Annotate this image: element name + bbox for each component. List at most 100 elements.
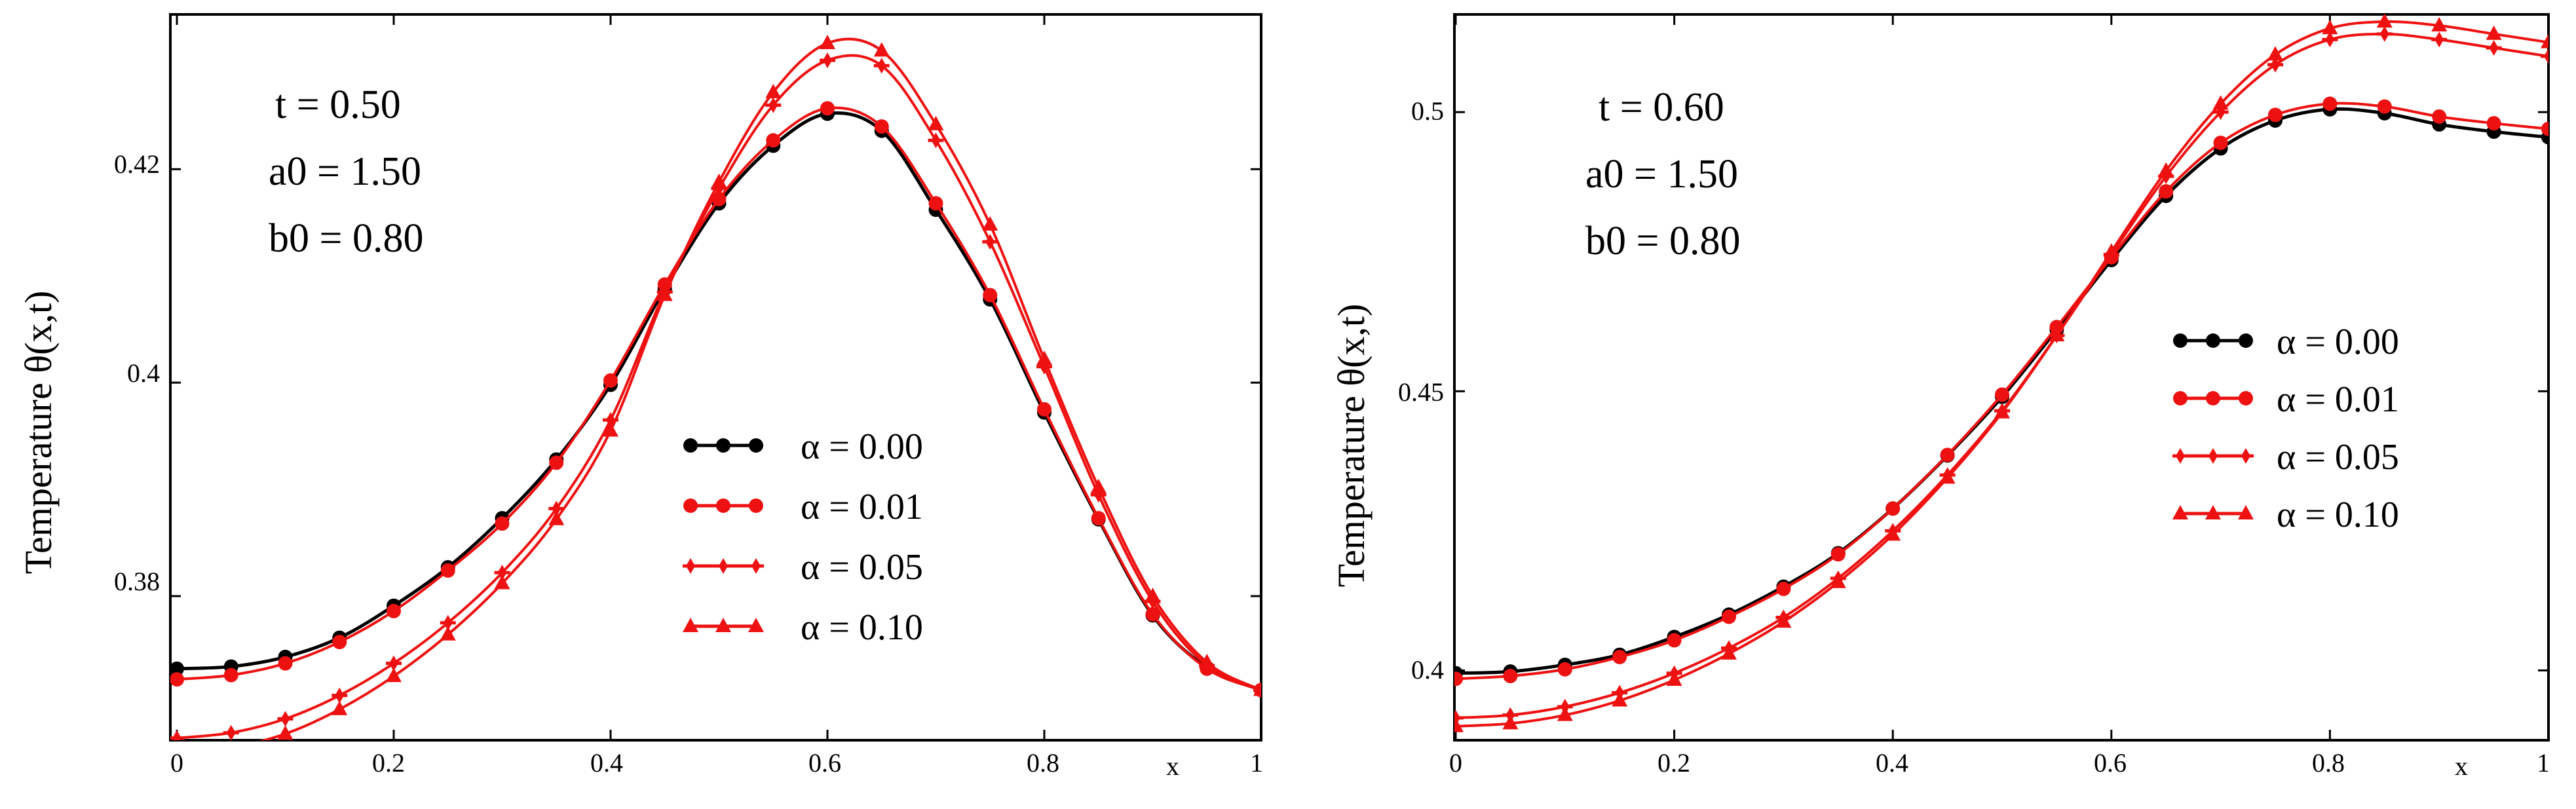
data-point — [440, 614, 456, 631]
data-point — [440, 563, 455, 578]
legend-marker — [2172, 448, 2188, 464]
y-tick-label: 0.5 — [1411, 96, 1444, 126]
legend-marker — [683, 438, 698, 453]
chart-right: 0.4 0.45 0.5 0 0.2 0.4 0.6 0.8 1 x Tempe… — [1330, 13, 2550, 781]
x-tick-label: 0 — [1449, 748, 1462, 778]
y-tick-label: 0.42 — [114, 149, 160, 179]
data-point — [1666, 671, 1682, 686]
annotation-block: t = 0.60 a0 = 1.50 b0 = 0.80 — [1585, 85, 1740, 263]
y-axis-label: Temperature θ(x,t) — [1330, 304, 1373, 588]
data-point — [1090, 478, 1107, 493]
data-point — [170, 730, 185, 740]
data-point — [1145, 588, 1161, 603]
data-point — [386, 655, 402, 671]
x-tick-label: 1 — [2537, 748, 2550, 778]
annotation-t: t = 0.50 — [275, 83, 401, 127]
data-point — [873, 42, 890, 57]
data-point — [494, 574, 510, 590]
data-point — [820, 101, 835, 116]
data-point — [2376, 26, 2393, 42]
data-point — [982, 234, 998, 250]
data-point — [1940, 447, 1955, 462]
data-point — [1036, 350, 1052, 366]
data-point — [2541, 48, 2548, 64]
legend-label: α = 0.01 — [2277, 379, 2399, 420]
data-point — [170, 672, 184, 687]
x-axis-label: x — [2455, 751, 2468, 781]
data-point — [711, 173, 727, 188]
data-point — [766, 133, 781, 148]
data-point — [2268, 107, 2282, 122]
annotation-block: t = 0.50 a0 = 1.50 b0 = 0.80 — [269, 83, 423, 261]
data-point — [1502, 715, 1519, 730]
legend-marker — [748, 558, 764, 574]
data-point — [928, 115, 944, 130]
legend-marker — [2172, 505, 2188, 519]
data-point — [2267, 46, 2283, 61]
data-point — [820, 34, 835, 49]
data-point — [1253, 681, 1261, 696]
data-point — [2103, 243, 2119, 258]
data-point — [1503, 668, 1518, 683]
data-point — [1667, 633, 1682, 648]
data-point — [331, 700, 348, 715]
legend-marker — [715, 618, 731, 632]
legend: α = 0.00 α = 0.01 α = 0.05 α = 0.10 — [683, 426, 923, 648]
data-point — [1557, 662, 1572, 677]
data-point — [983, 288, 998, 303]
x-tick-label: 0.4 — [590, 748, 623, 778]
legend-marker — [2239, 391, 2253, 405]
data-point — [603, 373, 618, 388]
data-point — [2158, 162, 2174, 177]
legend-marker — [715, 558, 731, 574]
annotation-a0: a0 = 1.50 — [269, 149, 421, 194]
legend-marker — [2173, 391, 2188, 405]
legend-marker — [716, 438, 730, 453]
data-point — [2322, 20, 2338, 35]
data-point — [765, 83, 782, 98]
legend-marker — [2205, 448, 2221, 464]
data-point — [2049, 327, 2065, 342]
annotation-t: t = 0.60 — [1599, 85, 1724, 130]
data-point — [387, 603, 401, 618]
data-point — [1995, 387, 2009, 402]
data-point — [278, 656, 293, 671]
legend-marker — [748, 618, 764, 632]
data-point — [2267, 56, 2283, 73]
data-point — [874, 119, 889, 134]
legend-marker — [2239, 333, 2253, 348]
data-point — [1994, 404, 2010, 419]
y-tick-label: 0.45 — [1398, 377, 1444, 407]
data-point — [1830, 573, 1846, 588]
data-point — [440, 626, 456, 641]
data-point — [494, 565, 510, 581]
legend-marker — [749, 499, 763, 513]
data-point — [277, 725, 294, 740]
legend-marker — [2206, 333, 2220, 348]
data-point — [1776, 582, 1791, 597]
data-point — [820, 52, 835, 69]
legend-marker — [683, 499, 698, 513]
data-point — [1775, 613, 1792, 628]
data-point — [2541, 121, 2548, 136]
legend-marker — [2173, 333, 2188, 348]
legend-marker — [2205, 505, 2221, 519]
data-point — [495, 516, 510, 531]
data-point — [223, 724, 239, 740]
legend-marker — [683, 618, 698, 632]
data-point — [1830, 547, 1846, 562]
data-point — [1454, 671, 1463, 687]
data-point — [2213, 136, 2228, 151]
legend-label: α = 0.00 — [2277, 322, 2399, 362]
legend-marker — [2238, 448, 2254, 464]
data-point — [1091, 511, 1106, 526]
data-point — [549, 455, 564, 470]
data-point — [2541, 33, 2548, 48]
legend-marker — [716, 499, 730, 513]
data-point — [548, 500, 565, 517]
data-point — [2486, 25, 2502, 40]
data-point — [2431, 31, 2448, 48]
annotation-a0: a0 = 1.50 — [1585, 152, 1738, 197]
data-point — [1557, 706, 1573, 721]
